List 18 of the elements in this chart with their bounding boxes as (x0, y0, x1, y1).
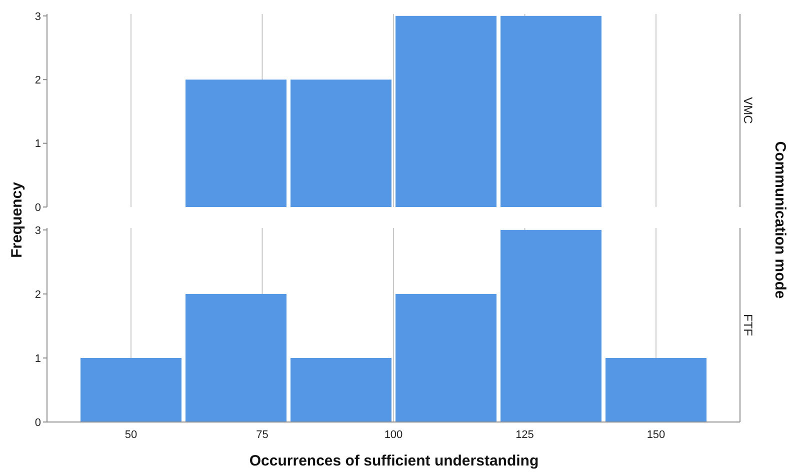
x-tick-label: 100 (384, 428, 403, 441)
x-tick-label: 50 (124, 428, 138, 441)
y-axis-title: Frequency (8, 182, 26, 258)
y-tick-label: 2 (34, 74, 41, 87)
y2-axis-title: Communication mode (772, 141, 788, 299)
y-tick-label: 2 (34, 288, 41, 301)
y-tick-label: 1 (34, 138, 41, 150)
x-axis-title: Occurrences of sufficient understanding (249, 452, 539, 470)
y-tick-label: 3 (34, 10, 41, 23)
y-tick-label: 0 (34, 416, 41, 429)
text: FTF (740, 314, 755, 336)
text: VMC (740, 97, 755, 124)
y-tick-label: 3 (34, 224, 41, 237)
x-tick-label: 125 (516, 428, 534, 441)
y-tick-label: 0 (34, 202, 41, 214)
x-tick-label: 75 (256, 428, 268, 441)
x-tick-label: 150 (646, 428, 666, 441)
y-tick-label: 1 (34, 352, 41, 365)
